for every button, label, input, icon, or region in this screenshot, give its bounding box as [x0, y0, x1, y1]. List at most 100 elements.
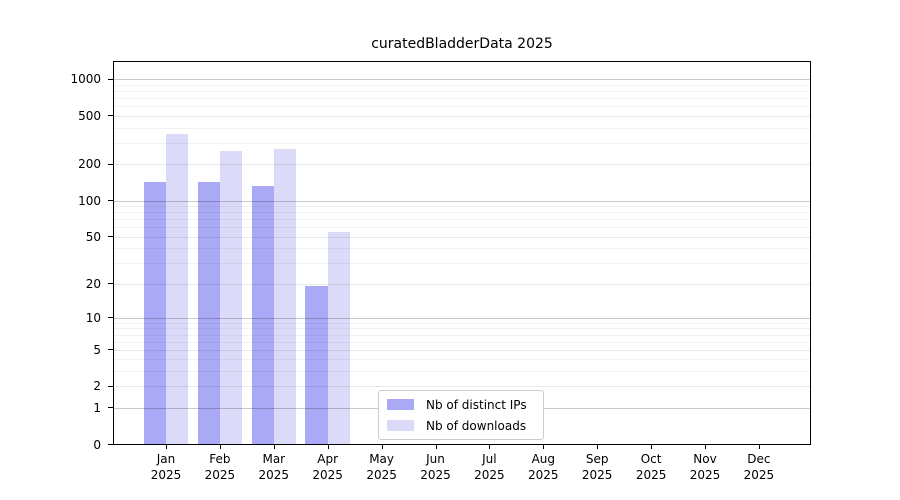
y-tick-label-1000: 1000 — [70, 72, 101, 87]
y-tick-label-100: 100 — [78, 193, 101, 208]
bar-downloads-feb — [219, 151, 243, 444]
grid-line-400 — [114, 127, 810, 129]
x-tick-jun — [435, 445, 437, 449]
grid-line-10 — [114, 317, 810, 319]
legend-swatch-distinct-ips — [387, 399, 414, 410]
legend: Nb of distinct IPs Nb of downloads — [378, 390, 544, 440]
x-tick-may — [381, 445, 383, 449]
x-tick-month: Mar — [262, 452, 286, 466]
y-tick-10 — [108, 317, 113, 319]
x-tick-label-oct: Oct 2025 — [623, 451, 679, 483]
grid-line-900 — [114, 84, 810, 86]
bar-distinct-ips-apr — [305, 285, 328, 444]
y-tick-1000 — [108, 78, 113, 80]
y-tick-label-5: 5 — [93, 342, 101, 357]
x-tick-year: 2025 — [528, 468, 559, 482]
bar-distinct-ips-feb — [197, 181, 220, 444]
legend-label-distinct-ips: Nb of distinct IPs — [426, 397, 527, 412]
grid-line-4 — [114, 359, 810, 361]
x-tick-month: Dec — [747, 452, 771, 466]
x-tick-label-nov: Nov 2025 — [677, 451, 733, 483]
x-tick-apr — [327, 445, 329, 449]
x-tick-year: 2025 — [581, 468, 613, 482]
bar-downloads-apr — [327, 232, 350, 444]
grid-line-60 — [114, 227, 810, 229]
y-tick-100 — [108, 200, 113, 202]
y-tick-2 — [108, 385, 113, 387]
grid-line-50 — [114, 236, 810, 238]
y-tick-1 — [108, 407, 113, 409]
grid-line-700 — [114, 98, 810, 100]
bar-distinct-ips-jan — [143, 181, 166, 444]
x-tick-month: Aug — [531, 452, 556, 466]
plot-area: Nb of distinct IPs Nb of downloads — [113, 61, 811, 445]
grid-line-5 — [114, 349, 810, 351]
grid-line-70 — [114, 219, 810, 221]
x-tick-label-may: May 2025 — [354, 451, 410, 483]
legend-swatch-downloads — [387, 420, 414, 431]
y-tick-20 — [108, 283, 113, 285]
x-tick-aug — [543, 445, 545, 449]
x-tick-month: Jan — [156, 452, 176, 466]
x-tick-label-jan: Jan 2025 — [138, 451, 194, 483]
x-tick-month: Oct — [640, 452, 662, 466]
y-tick-label-2: 2 — [93, 379, 101, 394]
grid-line-80 — [114, 212, 810, 214]
x-tick-month: May — [369, 452, 394, 466]
grid-line-9 — [114, 322, 810, 324]
grid-line-2 — [114, 386, 810, 388]
grid-line-8 — [114, 328, 810, 330]
x-tick-feb — [219, 445, 221, 449]
x-tick-mar — [273, 445, 275, 449]
grid-line-40 — [114, 248, 810, 250]
y-tick-5 — [108, 349, 113, 351]
y-tick-label-200: 200 — [78, 157, 101, 172]
x-tick-jan — [166, 445, 167, 449]
x-tick-nov — [705, 445, 706, 449]
bar-distinct-ips-mar — [251, 185, 274, 444]
grid-line-6 — [114, 341, 810, 343]
chart-title: curatedBladderData 2025 — [371, 36, 553, 52]
grid-line-200 — [114, 164, 810, 166]
y-tick-label-1: 1 — [93, 400, 101, 415]
x-tick-year: 2025 — [366, 468, 397, 482]
grid-line-30 — [114, 263, 810, 264]
x-tick-oct — [651, 445, 653, 449]
grid-line-500 — [114, 115, 810, 117]
x-tick-label-feb: Feb 2025 — [192, 451, 248, 483]
y-tick-500 — [108, 115, 113, 117]
grid-line-300 — [114, 142, 810, 144]
y-tick-200 — [108, 163, 113, 165]
y-tick-label-20: 20 — [85, 276, 101, 291]
legend-item-downloads: Nb of downloads — [387, 417, 535, 434]
y-tick-50 — [108, 236, 113, 238]
y-tick-label-0: 0 — [93, 437, 101, 452]
grid-line-90 — [114, 206, 810, 208]
x-tick-label-jul: Jul 2025 — [461, 451, 517, 483]
y-tick-label-10: 10 — [85, 310, 101, 325]
x-tick-label-aug: Aug 2025 — [515, 451, 571, 483]
x-tick-month: Feb — [209, 452, 231, 466]
x-tick-month: Apr — [317, 452, 339, 466]
grid-line-20 — [114, 283, 810, 285]
legend-item-distinct-ips: Nb of distinct IPs — [387, 396, 535, 413]
y-tick-label-50: 50 — [85, 229, 101, 244]
x-tick-year: 2025 — [474, 468, 505, 482]
x-tick-year: 2025 — [635, 468, 667, 482]
x-tick-year: 2025 — [258, 468, 290, 482]
x-tick-label-dec: Dec 2025 — [731, 451, 787, 483]
x-tick-month: Jul — [482, 452, 497, 466]
x-tick-label-sep: Sep 2025 — [569, 451, 625, 483]
x-tick-year: 2025 — [312, 468, 343, 482]
grid-line-800 — [114, 91, 810, 93]
grid-line-600 — [114, 106, 810, 108]
grid-line-7 — [114, 334, 810, 336]
x-tick-year: 2025 — [420, 468, 451, 482]
bar-downloads-jan — [166, 133, 189, 444]
x-tick-month: Jun — [426, 452, 445, 466]
x-tick-sep — [597, 445, 599, 449]
x-tick-year: 2025 — [743, 468, 775, 482]
grid-line-1000 — [114, 79, 810, 81]
x-tick-month: Sep — [585, 452, 609, 466]
